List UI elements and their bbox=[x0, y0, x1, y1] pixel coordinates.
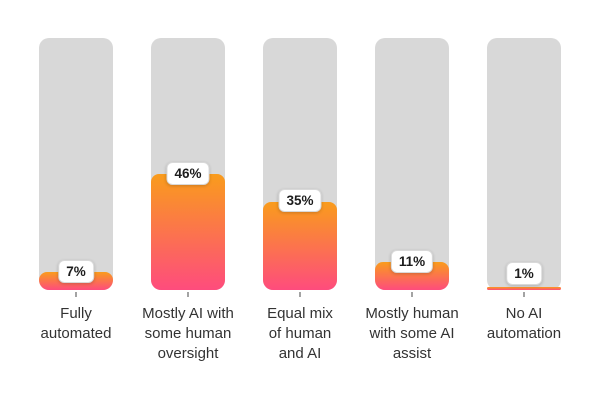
category-label: Mostly human with some AI assist bbox=[365, 305, 459, 362]
bar-track: 35% bbox=[263, 38, 337, 290]
category-label: Equal mix of human and AI bbox=[267, 305, 333, 362]
value-badge: 35% bbox=[278, 189, 322, 213]
bar-track: 11% bbox=[375, 38, 449, 290]
axis-tick bbox=[299, 292, 301, 297]
bar-column: 11% Mostly human with some AI assist bbox=[365, 38, 459, 364]
category-label: Mostly AI with some human oversight bbox=[142, 305, 234, 362]
bar-column: 35% Equal mix of human and AI bbox=[263, 38, 337, 364]
bar-column: 1% No AI automation bbox=[487, 38, 561, 364]
bar-track: 1% bbox=[487, 38, 561, 290]
bar-fill bbox=[151, 174, 225, 290]
axis-tick bbox=[411, 292, 413, 297]
value-badge: 7% bbox=[58, 259, 94, 283]
axis-tick bbox=[523, 292, 525, 297]
category-label: No AI automation bbox=[486, 305, 562, 342]
bar-column: 7% Fully automated bbox=[39, 38, 113, 364]
axis-tick bbox=[187, 292, 189, 297]
chart-row: 7% Fully automated 46% Mostly AI with some … bbox=[39, 38, 561, 364]
value-badge: 1% bbox=[506, 262, 542, 285]
bar-column: 46% Mostly AI with some human oversight bbox=[142, 38, 234, 364]
bar-fill bbox=[487, 287, 561, 290]
bar-track: 46% bbox=[151, 38, 225, 290]
bar-track: 7% bbox=[39, 38, 113, 290]
category-label: Fully automated bbox=[40, 305, 112, 342]
axis-tick bbox=[75, 292, 77, 297]
bar-fill bbox=[263, 201, 337, 290]
value-badge: 46% bbox=[166, 161, 210, 185]
value-badge: 11% bbox=[390, 249, 434, 273]
